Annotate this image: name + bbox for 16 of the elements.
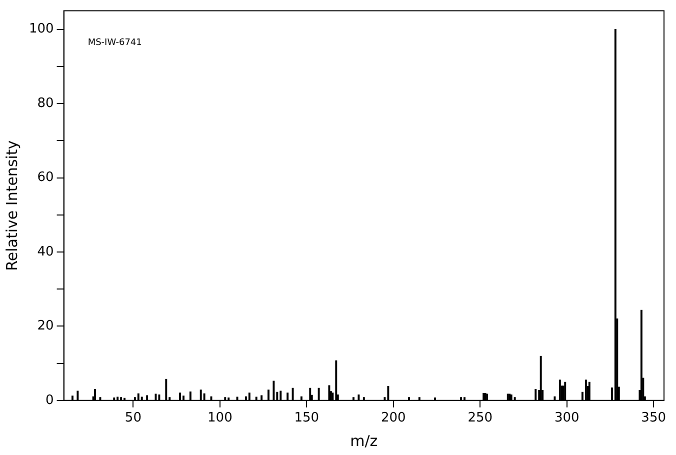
annotation: MS-IW-6741 — [88, 38, 142, 48]
x-tick-label: 100 — [208, 410, 232, 426]
y-tick-label: 0 — [46, 392, 54, 408]
x-tick-label: 200 — [380, 410, 406, 426]
x-tick-label: 300 — [554, 410, 580, 426]
y-tick-label: 20 — [37, 318, 54, 334]
x-tick-label: 50 — [124, 410, 142, 426]
x-tick-label: 250 — [468, 410, 493, 426]
y-axis-title: Relative Intensity — [2, 140, 21, 271]
y-tick-label: 100 — [28, 22, 54, 37]
x-tick-label: 350 — [641, 410, 666, 426]
x-axis-title: m/z — [350, 432, 378, 450]
x-tick-label: 150 — [294, 410, 320, 426]
y-tick-label: 80 — [37, 96, 54, 111]
y-tick-label: 60 — [37, 170, 54, 186]
y-tick-label: 40 — [37, 244, 54, 260]
